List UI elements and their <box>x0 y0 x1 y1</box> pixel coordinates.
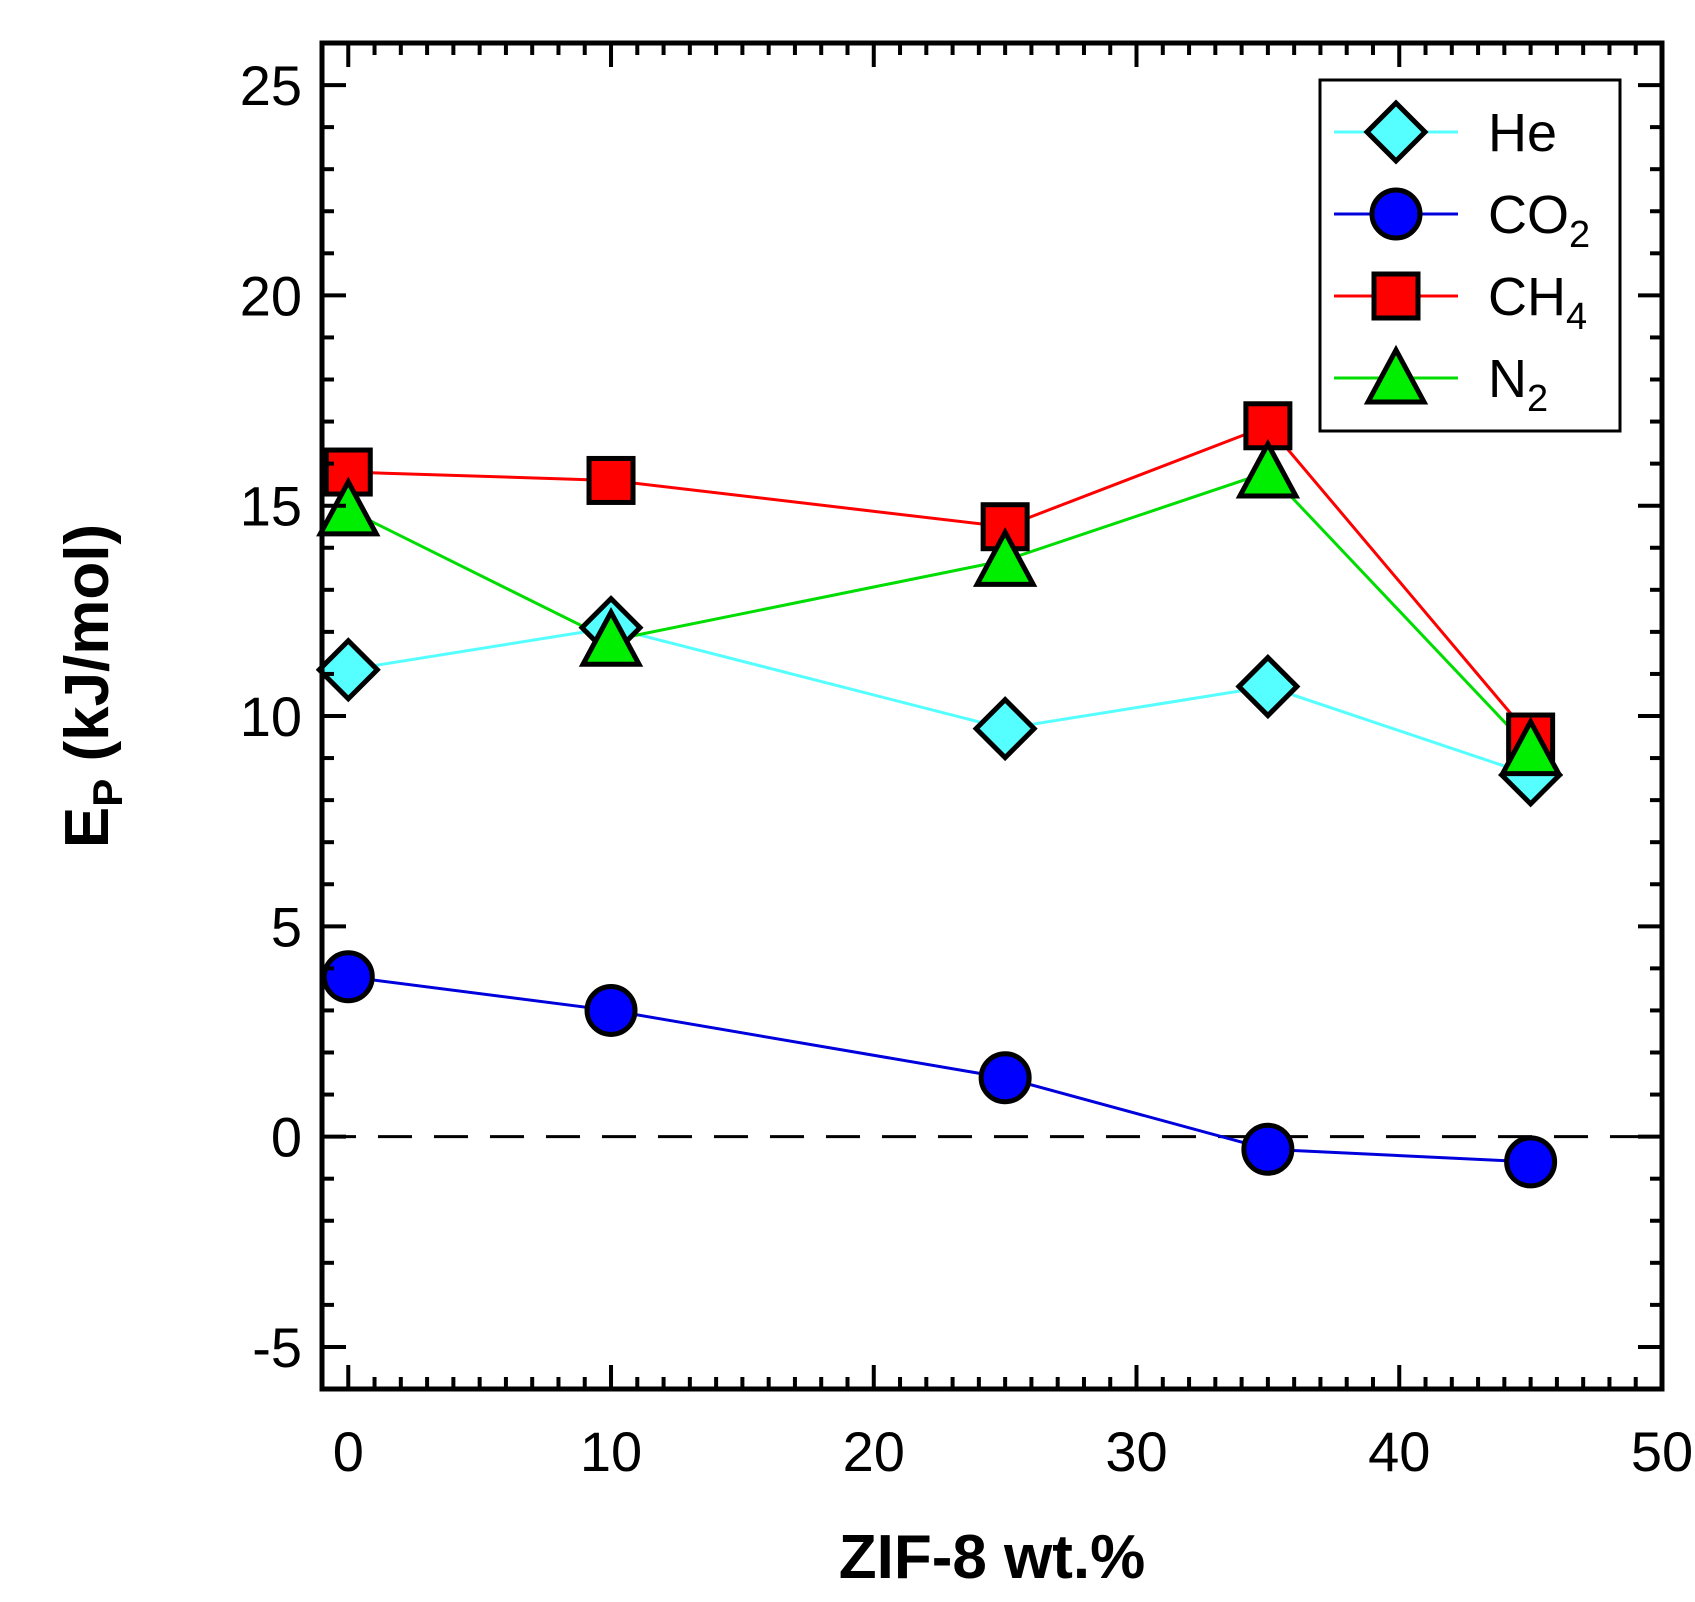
data-point-co2 <box>1241 1122 1295 1176</box>
legend-label-ch4-sub: 4 <box>1566 296 1587 338</box>
y-axis-title-units: (kJ/mol) <box>53 524 122 779</box>
y-axis-title: EP (kJ/mol) <box>53 524 131 848</box>
y-tick-label: 0 <box>271 1106 302 1169</box>
data-point-n2 <box>578 607 644 667</box>
series-lines-layer <box>347 423 1532 1164</box>
data-point-ch4 <box>586 455 636 505</box>
data-point-n2 <box>972 527 1038 587</box>
x-tick-label: 20 <box>843 1420 905 1483</box>
data-point-n2 <box>316 476 381 537</box>
data-point-co2 <box>321 950 375 1004</box>
y-tick-label: 10 <box>240 685 302 748</box>
data-point-he <box>972 696 1038 762</box>
x-tick-label: 10 <box>580 1420 642 1483</box>
data-point-ch4 <box>323 447 373 497</box>
data-point-he <box>315 637 381 703</box>
x-tick-label: 30 <box>1105 1420 1167 1483</box>
legend-label-n2: N2 <box>1488 349 1548 420</box>
legend-marker-n2 <box>1363 344 1429 405</box>
y-tick-label: 15 <box>240 475 302 538</box>
legend-label-co2-sub: 2 <box>1569 214 1590 256</box>
legend-label-he-main: He <box>1488 103 1557 163</box>
series-line-he <box>348 626 1532 777</box>
series-line-ch4 <box>348 423 1532 738</box>
legend-label-co2: CO2 <box>1488 185 1590 256</box>
x-ticks-layer: 0 10 20 30 40 50 <box>320 43 1693 1483</box>
data-point-co2 <box>1504 1135 1558 1189</box>
data-point-co2 <box>584 983 638 1037</box>
x-tick-label: 50 <box>1631 1420 1693 1483</box>
legend-marker-he <box>1363 99 1429 165</box>
x-axis-title: ZIF-8 wt.% <box>839 1523 1146 1592</box>
series-line-n2 <box>347 470 1532 751</box>
series-line-co2 <box>348 975 1531 1164</box>
y-tick-label: -5 <box>252 1316 302 1379</box>
legend-label-he: He <box>1488 103 1557 163</box>
legend-marker-co2 <box>1369 187 1423 241</box>
legend-label-co2-main: CO <box>1488 185 1569 245</box>
data-point-he <box>1235 654 1301 720</box>
data-point-n2 <box>1498 716 1563 777</box>
legend-label-n2-main: N <box>1488 349 1527 409</box>
x-tick-label: 0 <box>333 1420 364 1483</box>
data-point-n2 <box>1235 438 1301 499</box>
y-ticks-layer: -5 0 5 10 15 20 25 <box>240 41 1662 1391</box>
data-point-co2 <box>978 1051 1032 1105</box>
legend-label-ch4-main: CH <box>1488 267 1566 327</box>
y-axis-title-sub: P <box>84 779 131 807</box>
legend-label-ch4: CH4 <box>1488 267 1587 338</box>
y-tick-label: 25 <box>240 54 302 117</box>
y-tick-label: 20 <box>240 264 302 327</box>
x-tick-label: 40 <box>1368 1420 1430 1483</box>
y-axis-title-main: E <box>53 807 122 848</box>
legend-marker-ch4 <box>1371 271 1421 321</box>
legend-label-n2-sub: 2 <box>1527 378 1548 420</box>
series-markers-layer <box>315 401 1564 1189</box>
y-tick-label: 5 <box>271 895 302 958</box>
